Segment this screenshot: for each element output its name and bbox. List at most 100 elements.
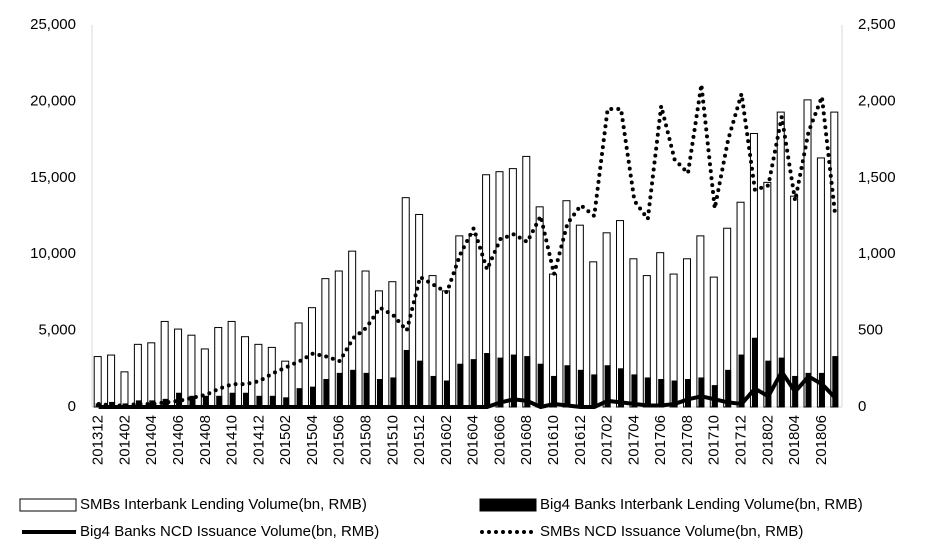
legend-swatch [479, 498, 537, 512]
bar [484, 353, 491, 408]
bar [107, 354, 116, 408]
bar [684, 378, 691, 408]
bar [631, 374, 638, 408]
bar [564, 365, 571, 408]
bar [790, 195, 799, 408]
x-tick-label: 201712 [733, 415, 750, 465]
x-tick-label: 201608 [518, 415, 535, 465]
x-tick-label: 201710 [706, 415, 723, 465]
bar [497, 357, 504, 408]
y-tick-label: 20,000 [30, 92, 76, 109]
bar [363, 372, 370, 408]
bar [403, 349, 410, 408]
y-tick-label: 10,000 [30, 245, 76, 262]
bar [751, 337, 758, 408]
x-tick-label: 201702 [599, 415, 616, 465]
legend-label: SMBs Interbank Lending Volume(bn, RMB) [80, 496, 367, 513]
y-tick-label: 0 [68, 398, 76, 415]
y2-tick-label: 1,500 [858, 169, 896, 186]
bar [765, 360, 772, 408]
x-tick-label: 201408 [197, 415, 214, 465]
bar [390, 377, 397, 408]
legend-label: Big4 Banks NCD Issuance Volume(bn, RMB) [80, 523, 379, 540]
bar [93, 356, 102, 408]
x-tick-label: 201606 [491, 415, 508, 465]
x-tick-label: 201508 [358, 415, 375, 465]
x-tick-label: 201708 [679, 415, 696, 465]
x-tick-label: 201802 [759, 415, 776, 465]
bar [604, 365, 611, 408]
bar [577, 369, 584, 408]
x-tick-label: 201602 [438, 415, 455, 465]
bar [698, 377, 705, 408]
x-tick-label: 201504 [304, 415, 321, 465]
bar [658, 378, 665, 408]
x-tick-label: 201412 [250, 415, 267, 465]
bar [214, 327, 223, 408]
bar [133, 343, 142, 408]
bar [160, 320, 169, 408]
legend: SMBs Interbank Lending Volume(bn, RMB) Bi… [19, 496, 863, 540]
x-tick-label: 201806 [813, 415, 830, 465]
legend-label: Big4 Banks Interbank Lending Volume(bn, … [540, 496, 863, 513]
bar [738, 354, 745, 408]
x-tick-label: 201510 [384, 415, 401, 465]
y-tick-label: 15,000 [30, 169, 76, 186]
line-series [98, 369, 837, 409]
bar [818, 372, 825, 408]
bar [376, 378, 383, 408]
x-tick-label: 201512 [411, 415, 428, 465]
y2-tick-label: 0 [858, 398, 866, 415]
x-tick-label: 201610 [545, 415, 562, 465]
y2-tick-label: 2,000 [858, 92, 896, 109]
bar [832, 356, 839, 408]
bar [816, 157, 825, 408]
bar [591, 374, 598, 408]
y2-tick-label: 2,500 [858, 16, 896, 33]
x-tick-label: 201402 [116, 415, 133, 465]
bar [147, 342, 156, 408]
y2-tick-label: 1,000 [858, 245, 896, 262]
bar [524, 356, 531, 408]
x-tick-label: 201704 [625, 415, 642, 465]
x-tick-label: 201404 [143, 415, 160, 465]
bar [470, 359, 477, 408]
bar [336, 372, 343, 408]
x-tick-label: 201706 [652, 415, 669, 465]
bar [443, 380, 450, 408]
bar [537, 363, 544, 408]
bar [243, 392, 250, 408]
bar [671, 380, 678, 408]
bar [778, 357, 785, 408]
x-tick-label: 201406 [170, 415, 187, 465]
line-series [96, 82, 838, 408]
x-tick-label: 201612 [572, 415, 589, 465]
x-tick-label: 201506 [331, 415, 348, 465]
bar [644, 377, 651, 408]
bar [350, 369, 357, 408]
bar [457, 363, 464, 408]
y-tick-label: 25,000 [30, 16, 76, 33]
bar [618, 368, 625, 408]
bar [725, 369, 732, 408]
x-tick-label: 201604 [465, 415, 482, 465]
x-tick-label: 201804 [786, 415, 803, 465]
bar [229, 392, 236, 408]
bar [805, 372, 812, 408]
bar [551, 375, 558, 408]
x-tick-label: 201410 [224, 415, 241, 465]
x-tick-label: 201312 [90, 415, 107, 465]
legend-label: SMBs NCD Issuance Volume(bn, RMB) [540, 523, 803, 540]
bar [309, 386, 316, 408]
bar [417, 360, 424, 408]
x-tick-label: 201502 [277, 415, 294, 465]
y2-tick-label: 500 [858, 322, 883, 339]
bar [120, 371, 129, 408]
bar [510, 354, 517, 408]
y-tick-label: 5,000 [38, 322, 76, 339]
bar [711, 385, 718, 408]
legend-swatch [19, 498, 77, 512]
bar [323, 378, 330, 408]
bar [430, 375, 437, 408]
